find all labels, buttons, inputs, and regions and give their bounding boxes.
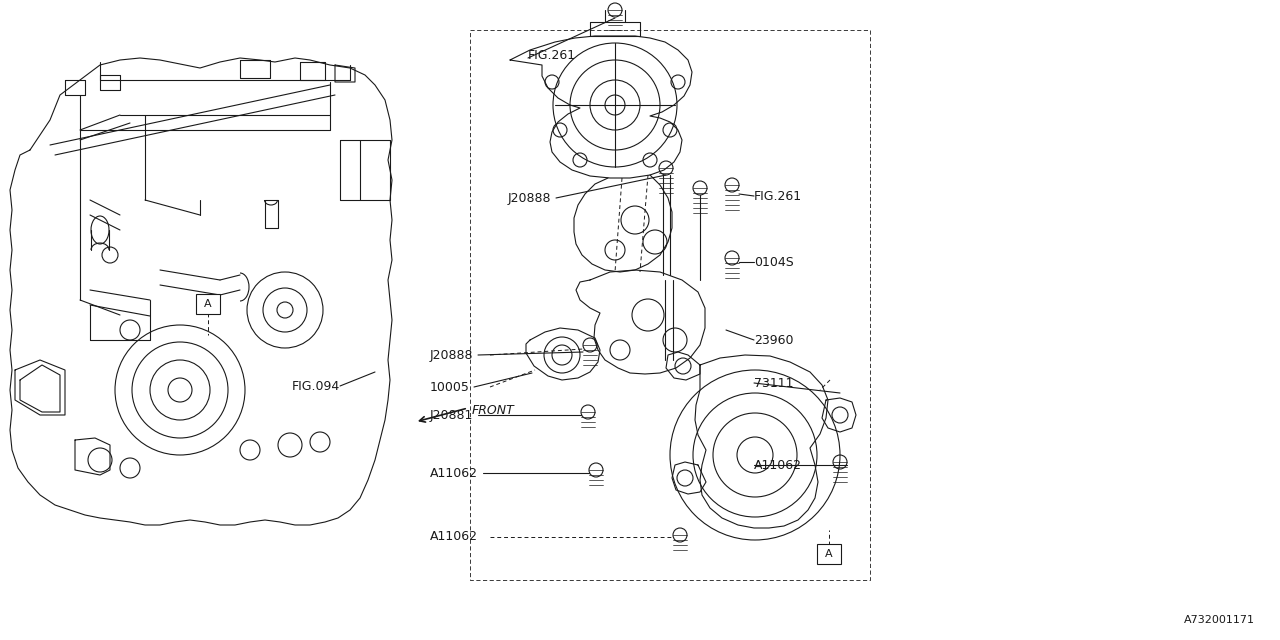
FancyBboxPatch shape: [196, 294, 220, 314]
Text: 73111: 73111: [754, 376, 794, 390]
Text: FIG.261: FIG.261: [754, 189, 803, 202]
Text: 23960: 23960: [754, 333, 794, 346]
FancyBboxPatch shape: [817, 544, 841, 564]
Text: A11062: A11062: [430, 531, 477, 543]
Text: FIG.261: FIG.261: [529, 49, 576, 61]
Text: A11062: A11062: [430, 467, 477, 479]
Text: 0104S: 0104S: [754, 255, 794, 269]
Text: 10005: 10005: [430, 381, 470, 394]
Text: J20888: J20888: [430, 349, 474, 362]
Text: J20881: J20881: [430, 408, 474, 422]
Text: A: A: [205, 299, 211, 309]
Text: J20888: J20888: [508, 191, 552, 205]
Text: FIG.094: FIG.094: [292, 380, 340, 392]
Text: A: A: [826, 549, 833, 559]
Text: A732001171: A732001171: [1184, 615, 1254, 625]
Text: A11062: A11062: [754, 458, 803, 472]
Text: FRONT: FRONT: [472, 403, 515, 417]
